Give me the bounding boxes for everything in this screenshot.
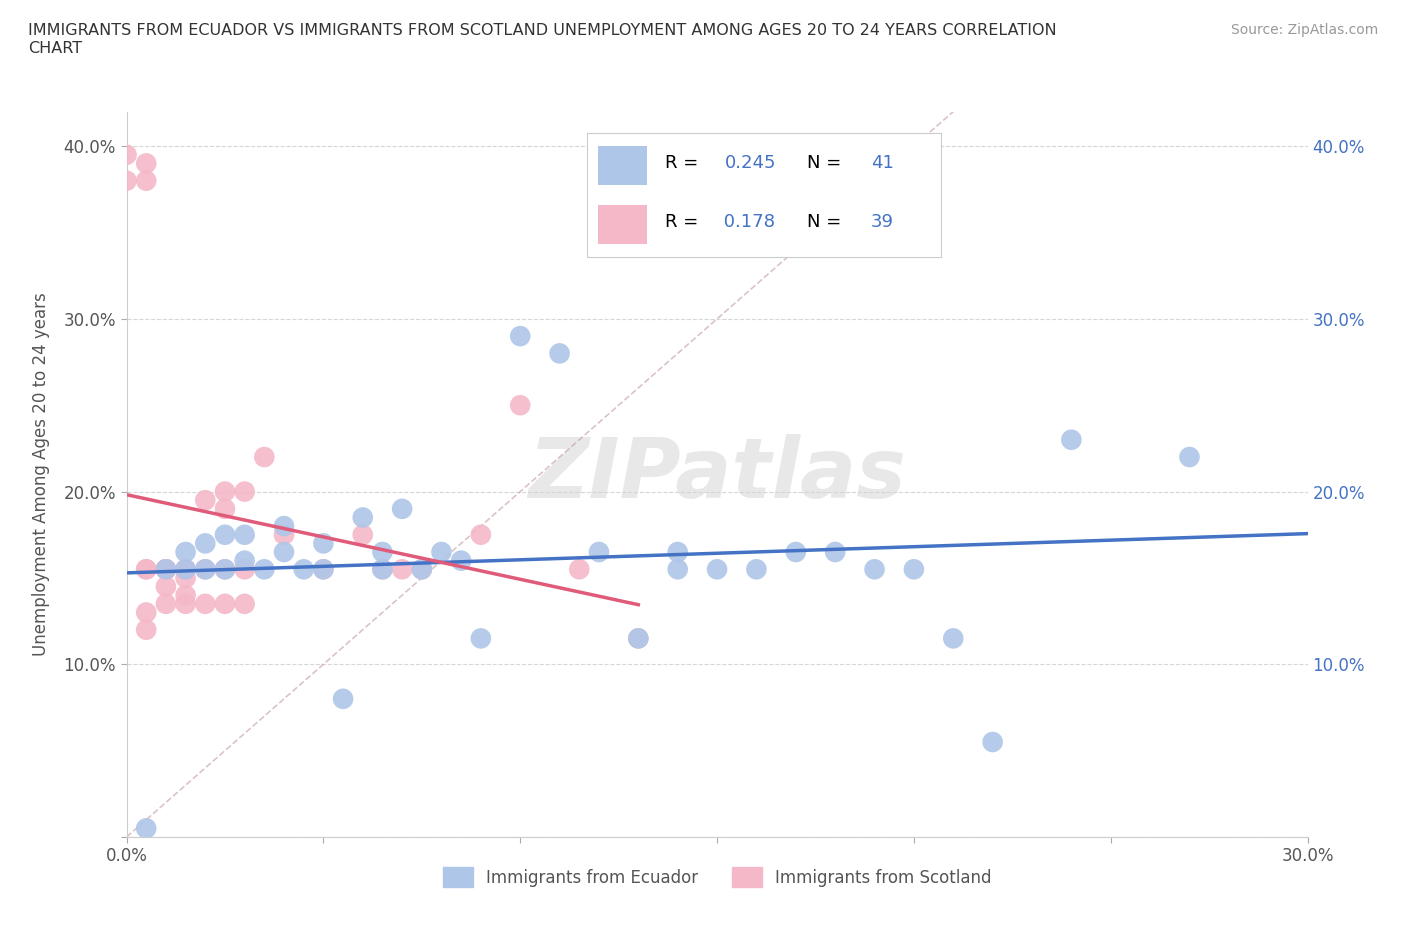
Point [253,562,276,577]
Point [115,147,138,162]
Point [666,562,689,577]
Point [135,562,157,577]
Point [509,398,531,413]
Point [214,562,236,577]
Point [430,545,453,560]
Point [391,501,413,516]
Point [174,596,197,611]
Point [174,545,197,560]
Point [253,449,276,464]
Text: ZIPatlas: ZIPatlas [529,433,905,515]
Point [214,485,236,499]
Point [706,562,728,577]
Point [352,527,374,542]
Point [568,562,591,577]
Point [174,562,197,577]
Point [273,545,295,560]
Point [135,173,157,188]
Point [194,493,217,508]
Point [214,527,236,542]
Point [135,821,157,836]
Point [135,156,157,171]
Point [273,519,295,534]
Point [785,545,807,560]
Point [588,545,610,560]
Point [1178,449,1201,464]
Point [214,596,236,611]
Point [155,596,177,611]
Point [174,588,197,603]
Point [194,562,217,577]
Point [233,527,256,542]
Point [292,562,315,577]
Point [155,562,177,577]
Point [194,562,217,577]
Point [155,562,177,577]
Point [194,596,217,611]
Point [470,631,492,645]
Point [155,562,177,577]
Point [214,501,236,516]
Point [903,562,925,577]
Point [666,545,689,560]
Y-axis label: Unemployment Among Ages 20 to 24 years: Unemployment Among Ages 20 to 24 years [32,292,49,657]
Point [411,562,433,577]
Point [135,622,157,637]
Point [312,562,335,577]
Point [371,545,394,560]
Point [470,527,492,542]
Point [863,562,886,577]
Point [627,631,650,645]
Point [942,631,965,645]
Point [509,328,531,343]
Point [233,553,256,568]
Legend: Immigrants from Ecuador, Immigrants from Scotland: Immigrants from Ecuador, Immigrants from… [436,860,998,894]
Point [450,553,472,568]
Point [233,596,256,611]
Point [155,562,177,577]
Point [174,562,197,577]
Point [273,527,295,542]
Point [548,346,571,361]
Text: IMMIGRANTS FROM ECUADOR VS IMMIGRANTS FROM SCOTLAND UNEMPLOYMENT AMONG AGES 20 T: IMMIGRANTS FROM ECUADOR VS IMMIGRANTS FR… [28,23,1057,56]
Point [214,562,236,577]
Point [981,735,1004,750]
Text: Source: ZipAtlas.com: Source: ZipAtlas.com [1230,23,1378,37]
Point [135,605,157,620]
Point [194,536,217,551]
Point [155,579,177,594]
Point [1060,432,1083,447]
Point [115,173,138,188]
Point [745,562,768,577]
Point [352,510,374,525]
Point [233,485,256,499]
Point [174,570,197,585]
Point [174,562,197,577]
Point [391,562,413,577]
Point [312,562,335,577]
Point [627,631,650,645]
Point [824,545,846,560]
Point [312,536,335,551]
Point [233,562,256,577]
Point [332,691,354,706]
Point [371,562,394,577]
Point [371,562,394,577]
Point [411,562,433,577]
Point [135,562,157,577]
